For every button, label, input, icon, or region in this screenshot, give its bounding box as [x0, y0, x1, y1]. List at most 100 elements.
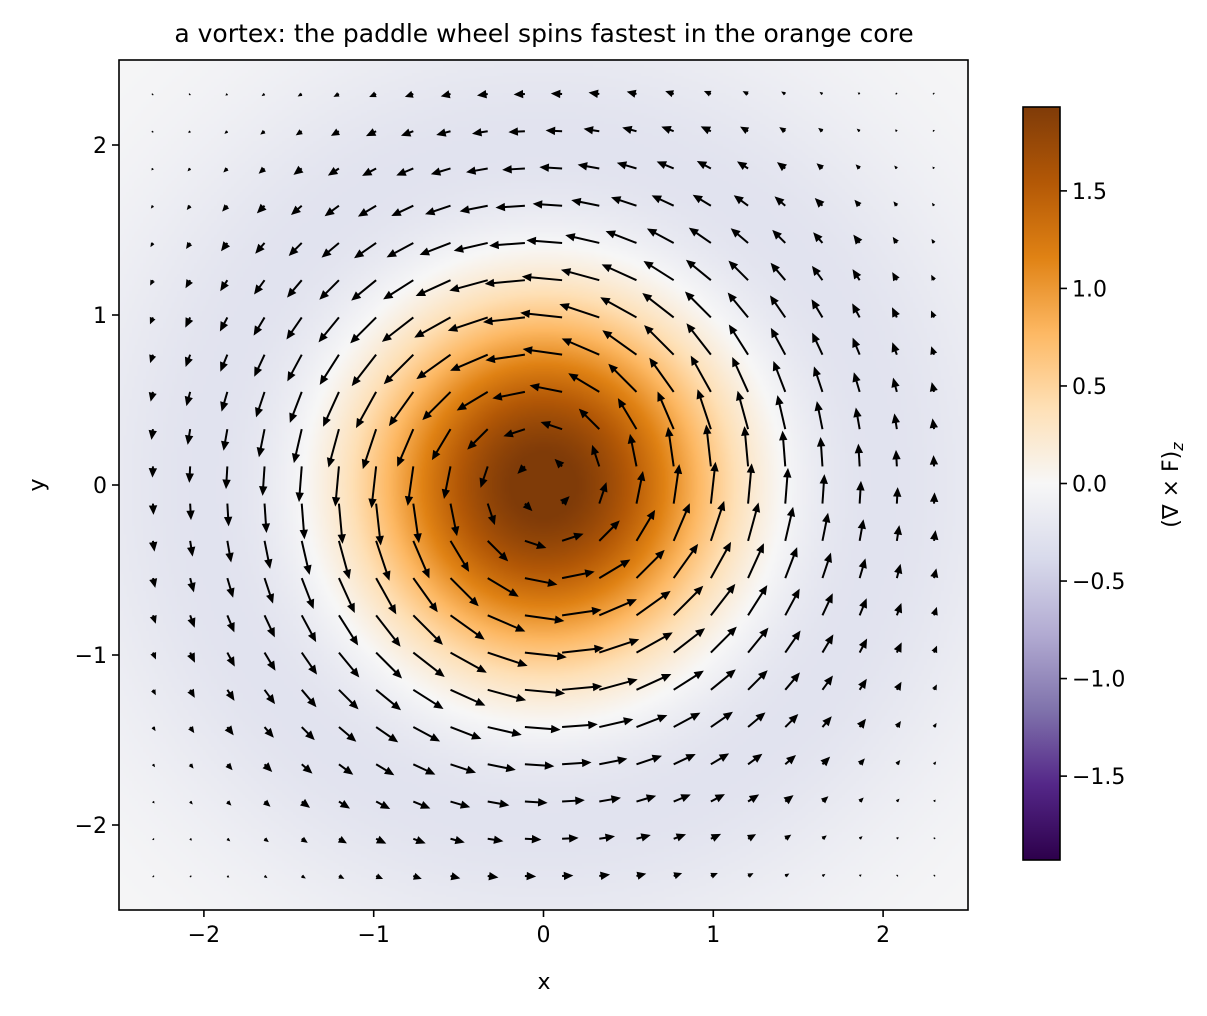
quiver-arrow [688, 227, 712, 244]
quiver-arrow [657, 391, 675, 430]
colorbar-tick-label: 0.0 [1072, 473, 1107, 498]
quiver-arrow [818, 127, 824, 133]
quiver-arrow [931, 238, 936, 244]
quiver-arrow [932, 722, 937, 728]
quiver-arrow [375, 503, 384, 546]
quiver-arrow [375, 726, 399, 743]
quiver-arrow [644, 325, 675, 356]
quiver-arrow [187, 652, 195, 663]
quiver-arrow [187, 540, 196, 557]
quiver-arrow [187, 614, 196, 628]
quiver-arrow [583, 126, 600, 135]
quiver-arrow [932, 129, 935, 132]
quiver-arrow [150, 242, 155, 248]
quiver-arrow [300, 614, 317, 643]
colorbar-label-subscript: z [1168, 442, 1187, 452]
quiver-arrow [222, 466, 231, 490]
quiver-arrow [254, 354, 266, 377]
quiver-arrow [532, 200, 563, 209]
quiver-arrow [550, 89, 563, 99]
quiver-arrow [186, 204, 192, 211]
quiver-arrow [188, 130, 191, 134]
y-tick-label: 2 [93, 134, 107, 159]
quiver-arrow [513, 89, 525, 99]
quiver-arrow [152, 838, 155, 841]
quiver-arrow [259, 466, 268, 496]
quiver-arrow [416, 353, 452, 380]
quiver-arrow [821, 716, 832, 728]
quiver-arrow [415, 279, 451, 297]
quiver-arrow [300, 652, 318, 675]
quiver-arrow [895, 798, 900, 803]
quiver-arrow [148, 391, 157, 402]
quiver-arrow [489, 240, 525, 250]
quiver-arrow [932, 166, 935, 170]
y-tick-label: −2 [75, 814, 107, 839]
colorbar: −1.5 −1.0 −0.5 0.0 0.5 1.0 1.5 (∇ × F)z [1022, 106, 1187, 861]
quiver-arrow [220, 391, 229, 412]
quiver-arrow [450, 763, 477, 774]
quiver-arrow [811, 299, 824, 318]
quiver-arrow [651, 195, 675, 207]
quiver-arrow [256, 203, 267, 214]
quiver-arrow [255, 391, 266, 418]
quiver-arrow [524, 651, 567, 661]
quiver-arrow [375, 689, 402, 711]
quiver-arrow [226, 577, 235, 598]
quiver-arrow [893, 487, 902, 504]
quiver-arrow [471, 128, 488, 137]
quiver-arrow [221, 428, 230, 451]
quiver-arrow [188, 93, 191, 96]
quiver-arrow [263, 689, 276, 705]
quiver-arrow [226, 837, 231, 842]
quiver-arrow [772, 229, 786, 244]
quiver-arrow [466, 166, 488, 175]
quiver-arrow [933, 874, 936, 877]
quiver-arrow [854, 199, 862, 208]
quiver-arrow [301, 726, 315, 741]
quiver-arrow [560, 268, 600, 282]
quiver-arrow [338, 763, 354, 775]
quiver-arrow [524, 834, 542, 844]
quiver-arrow [685, 259, 712, 281]
quiver-arrow [728, 324, 749, 356]
quiver-arrow [375, 614, 401, 647]
quiver-arrow [571, 197, 600, 207]
quiver-arrow [487, 799, 510, 808]
quiver-arrow [412, 540, 430, 579]
quiver-arrow [412, 800, 431, 809]
quiver-arrow [253, 316, 266, 336]
quiver-arrow [562, 871, 574, 881]
quiver-arrow [661, 126, 675, 134]
quiver-arrow [775, 395, 787, 430]
quiver-arrow [635, 590, 671, 617]
quiver-arrow [524, 577, 558, 587]
quiver-arrow [184, 354, 193, 368]
quiver-arrow [226, 652, 235, 667]
quiver-arrow [893, 201, 899, 207]
quiver-arrow [330, 128, 341, 136]
quiver-arrow [412, 726, 441, 742]
quiver-arrow [635, 549, 665, 579]
quiver-arrow [893, 642, 902, 653]
quiver-arrow [422, 391, 452, 421]
quiver-arrow [820, 796, 829, 804]
x-tick-label: −2 [188, 923, 220, 948]
quiver-arrow [485, 353, 526, 364]
quiver-arrow [896, 836, 899, 840]
quiver-arrow [895, 759, 901, 766]
quiver-arrow [710, 626, 737, 654]
quiver-arrow [148, 540, 158, 552]
quiver-arrow [812, 332, 824, 356]
quiver-arrow [855, 164, 861, 170]
quiver-arrow [185, 279, 193, 289]
quiver-arrow [931, 274, 936, 281]
quiver-arrow [856, 128, 861, 133]
quiver-arrow [769, 295, 787, 318]
quiver-arrow [375, 835, 387, 844]
quiver-arrow [226, 614, 235, 633]
quiver-arrow [747, 753, 763, 766]
quiver-arrow [441, 466, 452, 499]
quiver-arrow [319, 279, 340, 300]
quiver-arrow [616, 161, 637, 170]
